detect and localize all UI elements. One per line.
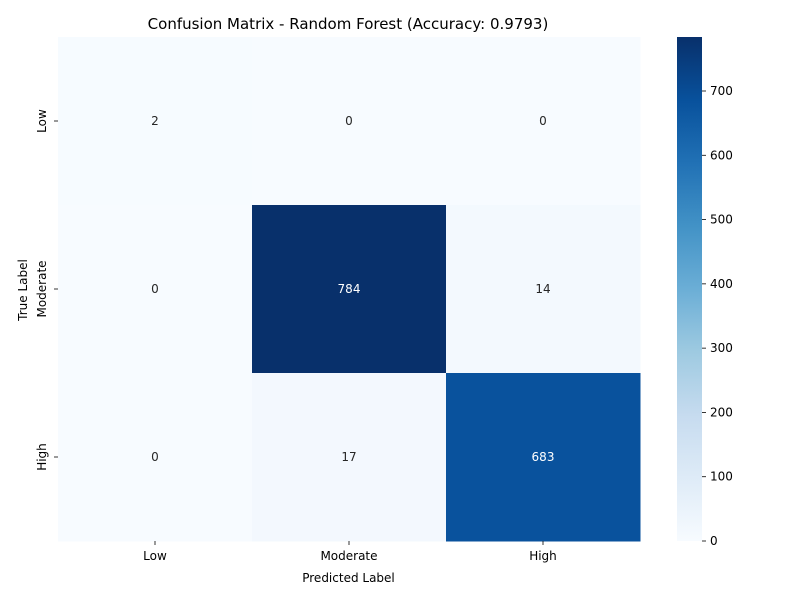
colorbar-tick-label: 400	[710, 277, 733, 291]
cell-value-label: 14	[535, 282, 550, 296]
cell-value-label: 0	[151, 282, 159, 296]
colorbar-tick-label: 300	[710, 341, 733, 355]
y-tick-label: Low	[35, 109, 49, 133]
cell-value-label: 0	[539, 114, 547, 128]
y-axis-label: True Label	[16, 259, 30, 322]
cell-annotations: 2 0 0 0 784 14 0 17 683	[151, 114, 554, 464]
y-axis-ticks: Low Moderate High	[35, 109, 58, 471]
x-tick-label: Moderate	[320, 549, 377, 563]
y-tick-label: High	[35, 443, 49, 471]
colorbar-tick-label: 500	[710, 213, 733, 227]
colorbar	[677, 37, 702, 541]
colorbar-tick-label: 700	[710, 84, 733, 98]
cell-value-label: 2	[151, 114, 159, 128]
heatmap-cell	[252, 205, 447, 374]
y-tick-label: Moderate	[35, 260, 49, 317]
colorbar-ticks: 0 100 200 300 400 500 600 700	[702, 84, 733, 548]
heatmap-cells	[58, 37, 641, 542]
x-axis-ticks: Low Moderate High	[143, 541, 557, 563]
heatmap-cell	[252, 373, 447, 542]
heatmap-cell	[58, 37, 253, 206]
cell-value-label: 784	[338, 282, 361, 296]
heatmap-cell	[252, 37, 447, 206]
cell-value-label: 17	[341, 450, 356, 464]
colorbar-tick-label: 100	[710, 470, 733, 484]
heatmap-cell	[58, 373, 253, 542]
colorbar-tick-label: 600	[710, 148, 733, 162]
x-tick-label: Low	[143, 549, 167, 563]
cell-value-label: 683	[532, 450, 555, 464]
colorbar-tick-label: 0	[710, 534, 718, 548]
cell-value-label: 0	[345, 114, 353, 128]
x-tick-label: High	[529, 549, 557, 563]
x-axis-label: Predicted Label	[302, 571, 395, 585]
chart-title: Confusion Matrix - Random Forest (Accura…	[148, 15, 549, 33]
heatmap-cell	[446, 37, 641, 206]
heatmap-cell	[446, 373, 641, 542]
cell-value-label: 0	[151, 450, 159, 464]
heatmap-cell	[446, 205, 641, 374]
colorbar-tick-label: 200	[710, 405, 733, 419]
heatmap-cell	[58, 205, 253, 374]
